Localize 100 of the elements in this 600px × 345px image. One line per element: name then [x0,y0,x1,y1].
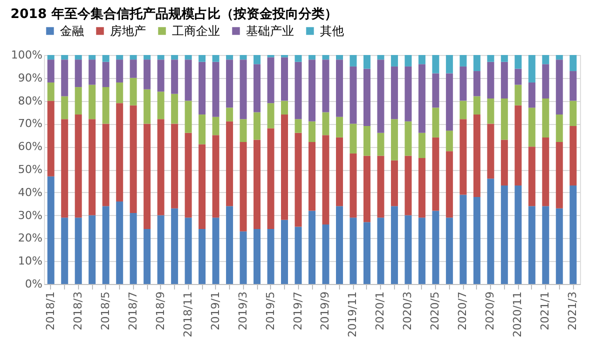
y-tick-label: 90% [18,71,42,84]
bar [47,176,54,284]
y-tick-label: 70% [18,117,42,130]
bar [350,153,357,218]
bar [130,60,137,78]
bar [487,98,494,124]
bar [281,220,288,284]
bar [61,119,68,218]
x-tick-label: 2020/1 [374,292,387,330]
bar [336,116,343,138]
bar [514,55,522,69]
bar [460,119,467,195]
bar [404,121,412,156]
x-tick-label: 2019/11 [346,292,360,338]
bar [446,55,453,74]
x-tick-label: 2020/11 [511,292,524,338]
bar [226,206,234,284]
bar [226,60,234,108]
bar [418,218,426,284]
bar [184,100,192,133]
bar [418,158,426,218]
chart-title: 2018 年至今集合信托产品规模占比（按资金投向分类） [10,6,338,22]
bar [157,55,164,60]
bar [528,206,536,284]
bar [171,208,178,284]
bar [446,130,453,152]
bar [350,218,357,284]
bar [294,119,302,133]
bar [336,60,343,117]
bar [500,140,508,186]
bar [556,208,563,284]
bar [116,202,124,284]
bar [432,73,440,108]
bar [240,231,247,284]
bar [61,96,68,120]
bar [322,135,330,224]
bar [157,60,164,92]
bar [500,186,508,284]
bar [212,218,220,284]
legend-label: 其他 [320,24,344,38]
bar [556,142,563,208]
bar [404,156,412,216]
bar [184,55,192,60]
y-tick-label: 100% [11,48,42,62]
x-tick-label: 2021/3 [566,292,580,330]
bar [212,62,220,117]
bar [267,57,274,104]
bar [570,186,577,284]
bar [116,82,124,104]
bar [267,229,274,284]
y-tick-label: 50% [18,163,42,176]
bar [542,55,550,64]
bar [281,57,288,101]
bar [308,142,316,211]
bar [363,68,370,126]
bar [404,215,412,284]
bar [336,137,343,206]
bar [528,82,536,108]
bar [514,105,522,186]
bar [198,62,206,115]
bar [377,55,384,60]
bar [473,196,480,284]
x-tick-label: 2019/7 [291,292,304,330]
bar [157,119,164,216]
bar [281,100,288,115]
bar [294,62,302,120]
y-tick-label: 10% [18,254,42,268]
bar [473,114,480,197]
x-tick-label: 2019/1 [208,292,222,330]
bar [144,229,151,284]
bar [281,114,288,220]
bar [102,55,110,62]
bar [528,108,536,147]
bar [363,156,370,222]
x-tick-label: 2020/7 [456,292,470,330]
bar [363,222,370,284]
bar [432,55,440,74]
legend-label: 工商企业 [172,24,220,38]
bar [254,140,261,230]
bar [556,114,563,142]
bar [528,146,536,206]
x-tick-label: 2018/3 [71,292,84,330]
bar [184,218,192,284]
bar [487,55,494,62]
bar [171,124,178,208]
bar [473,55,480,72]
legend-label: 基础产业 [246,24,294,38]
bar [432,108,440,138]
x-tick-label: 2020/9 [484,292,497,330]
bar [74,60,82,88]
bar [198,114,206,144]
bar [418,132,426,158]
x-tick-label: 2018/5 [98,292,112,330]
bar [144,124,151,230]
bar [390,160,398,206]
bar [500,55,508,62]
bar [47,60,54,82]
y-tick-label: 80% [18,94,42,108]
y-tick-label: 40% [18,186,42,199]
bar [226,55,234,60]
